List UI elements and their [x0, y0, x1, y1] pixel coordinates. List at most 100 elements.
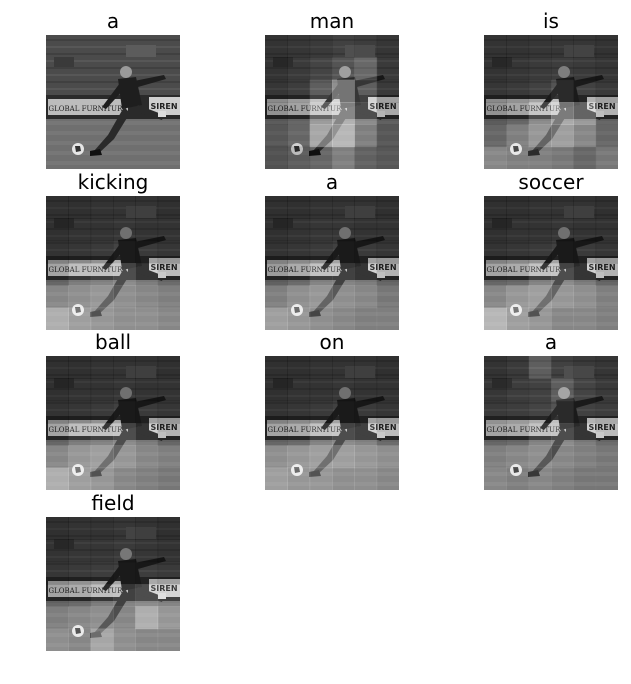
attention-cell	[68, 263, 92, 286]
attention-cell	[68, 628, 92, 651]
attention-cell	[113, 307, 136, 330]
attention-cell	[265, 263, 288, 286]
attention-cell	[484, 307, 507, 330]
attention-cell	[573, 146, 597, 169]
attention-cell	[528, 356, 552, 379]
attention-cell	[46, 423, 69, 446]
attention-cell	[157, 356, 180, 379]
sign-right-text: SIREN	[150, 423, 177, 432]
attention-cell	[68, 356, 92, 379]
attention-cell	[265, 423, 288, 446]
attention-cell	[551, 307, 574, 330]
attention-cell	[332, 400, 355, 424]
attention-cell	[332, 467, 355, 490]
attention-cell	[573, 356, 597, 379]
attention-overlay	[484, 356, 618, 490]
attention-cell	[46, 307, 69, 330]
sign-right-text: SIREN	[150, 263, 177, 272]
attention-cell	[309, 146, 333, 169]
attention-cell	[287, 218, 311, 242]
attention-cell	[573, 307, 597, 330]
attention-cell	[287, 356, 311, 379]
panel-word: is	[543, 9, 559, 33]
panel-image: GLOBAL FURNITURE SIREN	[265, 35, 399, 169]
attention-cell	[157, 196, 180, 219]
attention-cell	[90, 263, 114, 286]
attention-cell	[46, 263, 69, 286]
attention-cell	[265, 356, 288, 379]
attention-cell	[354, 218, 378, 242]
sign-right-text: SIREN	[588, 423, 615, 432]
attention-cell	[484, 102, 507, 125]
attention-cell	[595, 285, 618, 309]
attention-cell	[484, 79, 507, 103]
attention-cell	[135, 539, 159, 563]
attention-cell	[265, 378, 288, 402]
attention-cell	[157, 606, 180, 630]
attention-cell	[113, 467, 136, 490]
attention-cell	[135, 240, 159, 264]
player-figure	[90, 66, 166, 156]
sign-left-text: GLOBAL FURNITURE	[487, 266, 566, 274]
attention-cell	[506, 196, 530, 219]
attention-cell	[484, 124, 507, 148]
attention-cell	[551, 102, 574, 125]
attention-cell	[551, 467, 574, 490]
attention-cell	[376, 423, 399, 446]
attention-cell	[573, 378, 597, 402]
attention-cell	[595, 378, 618, 402]
attention-cell	[68, 467, 92, 490]
attention-overlay	[265, 196, 399, 330]
attention-cell	[90, 467, 114, 490]
attention-cell	[506, 102, 530, 125]
attention-cell	[528, 307, 552, 330]
attention-cell	[573, 400, 597, 424]
attention-cell	[309, 445, 333, 469]
attention-cell	[528, 146, 552, 169]
attention-cell	[551, 240, 574, 264]
attention-cell	[46, 445, 69, 469]
attention-cell	[484, 445, 507, 469]
attention-cell	[68, 561, 92, 585]
attention-cell	[484, 467, 507, 490]
attention-cell	[113, 196, 136, 219]
attention-cell	[551, 263, 574, 286]
attention-cell	[157, 628, 180, 651]
attention-cell	[332, 263, 355, 286]
attention-cell	[157, 400, 180, 424]
attention-cell	[287, 423, 311, 446]
photo-scene: GLOBAL FURNITURE SIREN	[46, 196, 180, 330]
attention-cell	[376, 285, 399, 309]
attention-cell	[90, 606, 114, 630]
attention-cell	[573, 263, 597, 286]
attention-cell	[528, 102, 552, 125]
attention-cell	[595, 467, 618, 490]
photo-scene: GLOBAL FURNITURE SIREN	[484, 35, 618, 169]
attention-cell	[376, 378, 399, 402]
attention-cell	[332, 240, 355, 264]
attention-cell	[287, 124, 311, 148]
attention-cell	[595, 124, 618, 148]
attention-cell	[287, 240, 311, 264]
attention-cell	[68, 517, 92, 540]
attention-cell	[265, 400, 288, 424]
attention-cell	[332, 196, 355, 219]
attention-cell	[528, 57, 552, 81]
attention-cell	[309, 57, 333, 81]
attention-cell	[376, 35, 399, 58]
attention-overlay	[484, 35, 618, 169]
attention-cell	[68, 240, 92, 264]
attention-cell	[376, 146, 399, 169]
attention-cell	[46, 196, 69, 219]
attention-cell	[484, 57, 507, 81]
photo-scene: GLOBAL FURNITURE SIREN	[265, 35, 399, 169]
player-figure	[528, 66, 604, 156]
attention-cell	[528, 263, 552, 286]
attention-cell	[528, 400, 552, 424]
attention-cell	[595, 218, 618, 242]
attention-cell	[90, 218, 114, 242]
attention-cell	[376, 356, 399, 379]
attention-cell	[595, 146, 618, 169]
attention-cell	[332, 124, 355, 148]
attention-cell	[287, 400, 311, 424]
